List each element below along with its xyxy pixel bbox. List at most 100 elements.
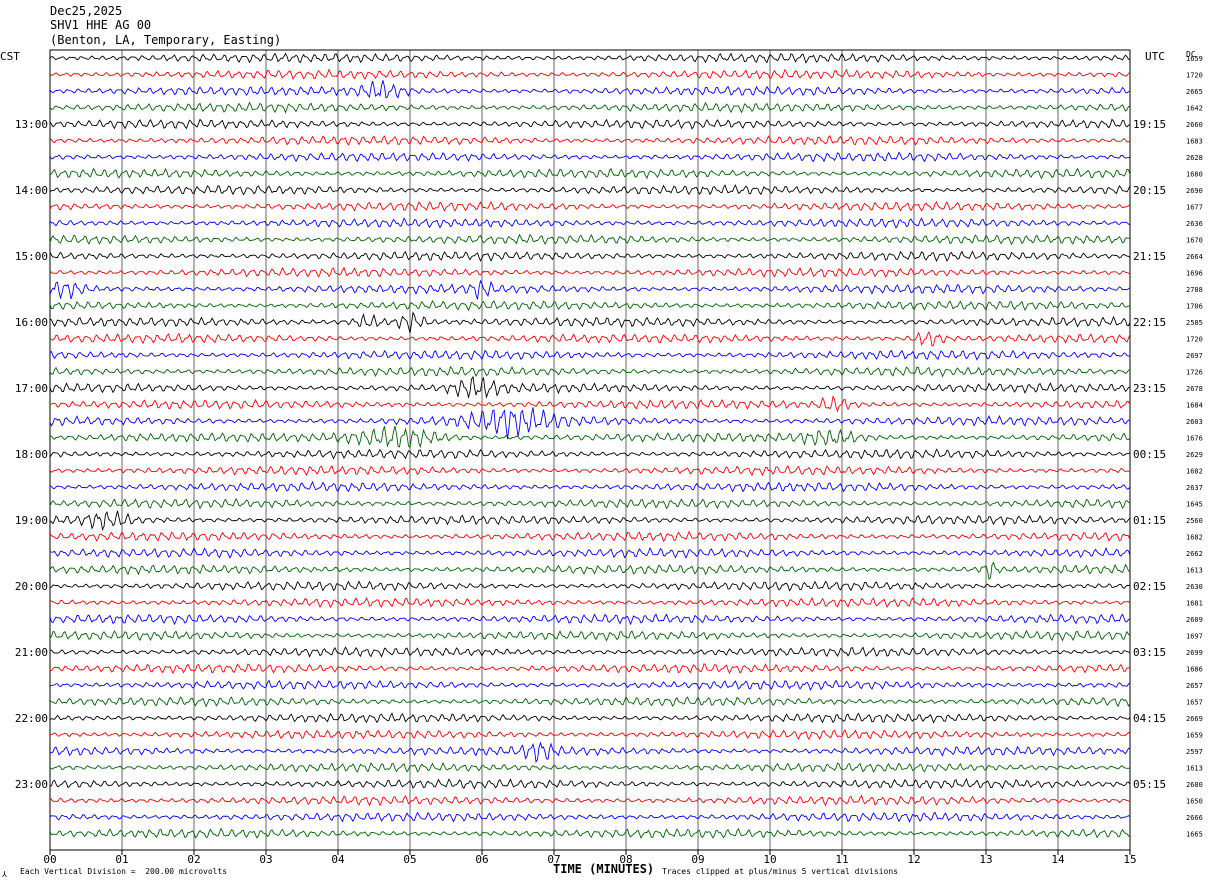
right-hour-label: 01:15: [1133, 514, 1166, 527]
trace-row: [49, 68, 1131, 81]
trace-row: [49, 497, 1131, 510]
dc-value: 2690: [1186, 187, 1203, 195]
trace-row: [49, 266, 1131, 279]
dc-value: 1657: [1186, 699, 1203, 707]
trace-row: [49, 448, 1131, 460]
trace-row: [49, 101, 1131, 114]
right-timezone-label: UTC: [1145, 50, 1165, 63]
trace-row: [49, 184, 1131, 196]
right-hour-label: 22:15: [1133, 316, 1166, 329]
trace-row: [49, 695, 1131, 708]
trace-row: [49, 375, 1131, 399]
right-hour-label: 03:15: [1133, 646, 1166, 659]
dc-value: 1720: [1186, 72, 1203, 80]
dc-value: 1642: [1186, 105, 1203, 113]
trace-row: [49, 777, 1131, 790]
date-label: Dec25,2025: [50, 4, 123, 18]
dc-header-label: DC: [1186, 50, 1196, 59]
x-tick-label: 02: [187, 853, 200, 866]
dc-value: 1613: [1186, 765, 1203, 773]
dc-value: 1665: [1186, 831, 1203, 839]
dc-value: 1677: [1186, 204, 1203, 212]
x-tick-label: 01: [115, 853, 128, 866]
dc-value: 2630: [1186, 583, 1203, 591]
dc-value: 2637: [1186, 484, 1203, 492]
trace-row: [49, 827, 1131, 839]
left-hour-label: 16:00: [15, 316, 48, 329]
trace-row: [49, 679, 1131, 692]
trace-row: [49, 200, 1131, 212]
dc-value: 1670: [1186, 237, 1203, 245]
trace-row: [49, 729, 1131, 741]
trace-row: [49, 596, 1131, 609]
x-tick-label: 12: [907, 853, 920, 866]
plot-frame: [49, 49, 1131, 851]
station-label: SHV1 HHE AG 00: [50, 18, 152, 32]
trace-row: [49, 311, 1131, 334]
x-tick-label: 15: [1123, 853, 1136, 866]
dc-value: 1706: [1186, 303, 1203, 311]
dc-value: 1659: [1186, 55, 1203, 63]
dc-value: 2660: [1186, 121, 1203, 129]
trace-group: [49, 52, 1131, 839]
right-hour-label: 04:15: [1133, 712, 1166, 725]
trace-row: [49, 629, 1131, 642]
dc-value: 1650: [1186, 798, 1203, 806]
trace-row: [49, 510, 1131, 532]
dc-value: 1645: [1186, 501, 1203, 509]
dc-value: 2699: [1186, 649, 1203, 657]
left-hour-label: 18:00: [15, 448, 48, 461]
trace-row: [49, 118, 1131, 130]
right-hour-label: 00:15: [1133, 448, 1166, 461]
dc-value: 2788: [1186, 286, 1203, 294]
trace-row: [49, 80, 1131, 99]
dc-value: 2665: [1186, 88, 1203, 96]
right-hour-label: 23:15: [1133, 382, 1166, 395]
trace-row: [49, 741, 1131, 764]
trace-row: [49, 561, 1131, 580]
dc-value: 2560: [1186, 517, 1203, 525]
right-hour-label: 02:15: [1133, 580, 1166, 593]
left-hour-label: 15:00: [15, 250, 48, 263]
dc-value: 1613: [1186, 567, 1203, 575]
dc-value: 2697: [1186, 352, 1203, 360]
dc-value: 2680: [1186, 781, 1203, 789]
dc-value: 1659: [1186, 732, 1203, 740]
dc-value: 1726: [1186, 369, 1203, 377]
dc-value: 2597: [1186, 748, 1203, 756]
trace-row: [49, 480, 1131, 493]
trace-row: [49, 217, 1131, 229]
trace-row: [49, 613, 1131, 626]
left-hour-label: 19:00: [15, 514, 48, 527]
dc-value: 2666: [1186, 814, 1203, 822]
x-tick-label: 10: [763, 853, 776, 866]
trace-row: [49, 580, 1131, 592]
trace-row: [49, 365, 1131, 378]
dc-value: 1682: [1186, 534, 1203, 542]
scale-icon: ⅄: [2, 870, 7, 879]
x-tick-label: 14: [1051, 853, 1065, 866]
trace-row: [49, 425, 1131, 449]
location-label: (Benton, LA, Temporary, Easting): [50, 33, 282, 47]
dc-value: 1696: [1186, 270, 1203, 278]
trace-row: [49, 167, 1131, 180]
trace-row: [49, 151, 1131, 163]
dc-value: 2662: [1186, 550, 1203, 558]
dc-value: 2664: [1186, 253, 1203, 261]
trace-row: [49, 331, 1131, 347]
trace-row: [49, 794, 1131, 807]
x-tick-label: 05: [403, 853, 416, 866]
trace-row: [49, 349, 1131, 361]
clip-note: Traces clipped at plus/minus 5 vertical …: [662, 867, 899, 876]
dc-value: 2603: [1186, 418, 1203, 426]
trace-row: [50, 395, 1131, 413]
left-hour-label: 23:00: [15, 778, 48, 791]
trace-row: [49, 811, 1131, 824]
dc-value: 1682: [1186, 468, 1203, 476]
left-hour-label: 22:00: [15, 712, 48, 725]
x-axis-title: TIME (MINUTES): [553, 862, 655, 876]
trace-row: [49, 546, 1131, 559]
trace-row: [49, 662, 1131, 675]
scale-note: Each Vertical Division = 200.00 microvol…: [20, 867, 228, 876]
